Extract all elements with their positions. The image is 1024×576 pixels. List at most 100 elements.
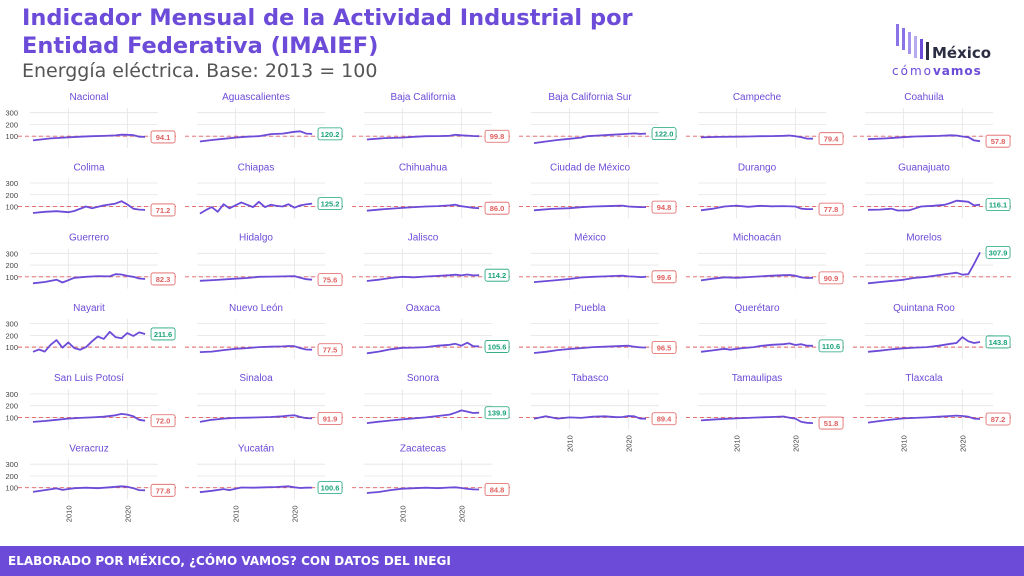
series-line <box>700 204 813 212</box>
end-value-box <box>484 340 510 353</box>
panel-chiapas: Chiapas 125.2 <box>185 162 345 219</box>
panel-title: Guerrero <box>69 233 109 244</box>
end-value-label: 79.4 <box>824 135 839 144</box>
panel-title: Puebla <box>574 303 606 314</box>
panel-title: Campeche <box>733 92 782 103</box>
panel-nayarit: 100 200 300 Nayarit 211.6 <box>5 303 178 359</box>
end-value-label: 71.2 <box>156 206 171 215</box>
y-tick-label: 100 <box>5 132 18 141</box>
end-value-box <box>150 327 176 341</box>
logo-text-como: cómo <box>892 64 933 78</box>
panel-quer-taro: Querétaro 110.6 <box>686 303 846 359</box>
series-line <box>867 251 981 285</box>
panel-title: Chihuahua <box>399 162 448 173</box>
series-line <box>366 203 480 212</box>
panel-title: Nuevo León <box>229 303 283 314</box>
series-line <box>32 485 146 493</box>
series-line <box>700 134 814 140</box>
panel-tlaxcala: Tlaxcala 87.2 2010 2020 <box>853 373 1013 452</box>
panel-hidalgo: Hidalgo 75.6 <box>185 233 345 289</box>
panel-title: Sonora <box>407 373 440 384</box>
series-line <box>366 273 480 282</box>
end-value-label: 307.9 <box>989 248 1008 257</box>
panel-title: Nayarit <box>73 303 105 314</box>
series-line <box>533 344 647 354</box>
series-line <box>867 199 981 212</box>
mexico-como-vamos-logo: México cómovamos <box>890 24 1005 82</box>
logo-text-mexico: México <box>932 44 992 62</box>
panel-morelos: Morelos 307.9 <box>853 233 1013 289</box>
page-subtitle: Energgía eléctrica. Base: 2013 = 100 <box>22 60 378 82</box>
end-value-label: 87.2 <box>991 415 1006 424</box>
y-tick-label: 300 <box>5 460 18 469</box>
panel-m-xico: México 99.6 <box>519 233 679 289</box>
end-value-box <box>484 483 510 496</box>
end-value-label: 211.6 <box>154 330 172 339</box>
end-value-box <box>317 127 343 141</box>
series-line <box>32 133 146 142</box>
series-line <box>533 415 647 420</box>
end-value-box <box>985 412 1011 426</box>
series-line <box>366 133 480 141</box>
y-tick-label: 300 <box>5 109 18 118</box>
x-tick-label: 2020 <box>290 506 299 523</box>
footer-credit: ELABORADO POR MÉXICO, ¿CÓMO VAMOS? CON D… <box>8 554 451 568</box>
panel-puebla: Puebla 96.5 <box>519 303 679 359</box>
panel-title: Ciudad de México <box>550 162 630 173</box>
panel-guanajuato: Guanajuato 116.1 <box>853 162 1013 219</box>
panel-campeche: Campeche 79.4 <box>686 92 846 148</box>
end-value-label: 51.8 <box>824 419 839 428</box>
end-value-label: 99.6 <box>657 273 672 282</box>
series-line <box>867 414 981 424</box>
panel-title: Veracruz <box>69 444 108 455</box>
end-value-box <box>150 272 176 286</box>
end-value-box <box>651 127 677 141</box>
panel-title: Colima <box>73 162 105 173</box>
end-value-box <box>818 339 844 353</box>
end-value-box <box>818 271 844 285</box>
y-tick-label: 300 <box>5 179 18 188</box>
x-tick-label: 2020 <box>791 435 800 452</box>
end-value-box <box>484 201 510 215</box>
panel-title: Chiapas <box>238 162 275 173</box>
panel-sinaloa: Sinaloa 91.9 <box>185 373 345 430</box>
panel-title: Coahuila <box>904 92 944 103</box>
end-value-box <box>985 134 1011 148</box>
y-tick-label: 200 <box>5 261 18 270</box>
logo-bars-icon <box>896 24 929 60</box>
panel-title: Nacional <box>70 92 109 103</box>
end-value-box <box>651 341 677 354</box>
panel-nuevo-le-n: Nuevo León 77.5 <box>185 303 345 359</box>
panel-title: Zacatecas <box>400 444 446 455</box>
end-value-box <box>985 245 1011 259</box>
end-value-label: 114.2 <box>488 271 506 280</box>
series-line <box>366 341 480 355</box>
end-value-box <box>484 268 510 282</box>
x-tick-label: 2010 <box>231 506 240 523</box>
x-tick-label: 2020 <box>624 435 633 452</box>
end-value-label: 100.6 <box>321 484 340 493</box>
panel-title: Sinaloa <box>239 373 273 384</box>
end-value-label: 139.9 <box>488 409 507 418</box>
panel-title: Baja California <box>390 92 455 103</box>
series-line <box>199 485 313 494</box>
series-line <box>32 273 146 285</box>
y-tick-label: 300 <box>5 320 18 329</box>
end-value-box <box>985 198 1011 212</box>
series-line <box>199 200 313 215</box>
panel-ciudad-de-m-xico: Ciudad de México 94.8 <box>519 162 679 219</box>
y-tick-label: 200 <box>5 331 18 340</box>
panel-title: Tamaulipas <box>732 373 783 384</box>
series-line <box>366 409 480 424</box>
panel-title: Tlaxcala <box>905 373 943 384</box>
end-value-label: 91.9 <box>323 414 338 423</box>
end-value-label: 120.2 <box>321 130 340 139</box>
end-value-box <box>150 130 176 144</box>
panel-colima: 100 200 300 Colima 71.2 <box>5 162 178 219</box>
series-line <box>533 132 647 144</box>
end-value-box <box>818 202 844 216</box>
x-tick-label: 2010 <box>398 506 407 523</box>
x-tick-label: 2010 <box>64 506 73 523</box>
series-line <box>32 330 146 353</box>
panel-coahuila: Coahuila 57.8 <box>853 92 1013 148</box>
